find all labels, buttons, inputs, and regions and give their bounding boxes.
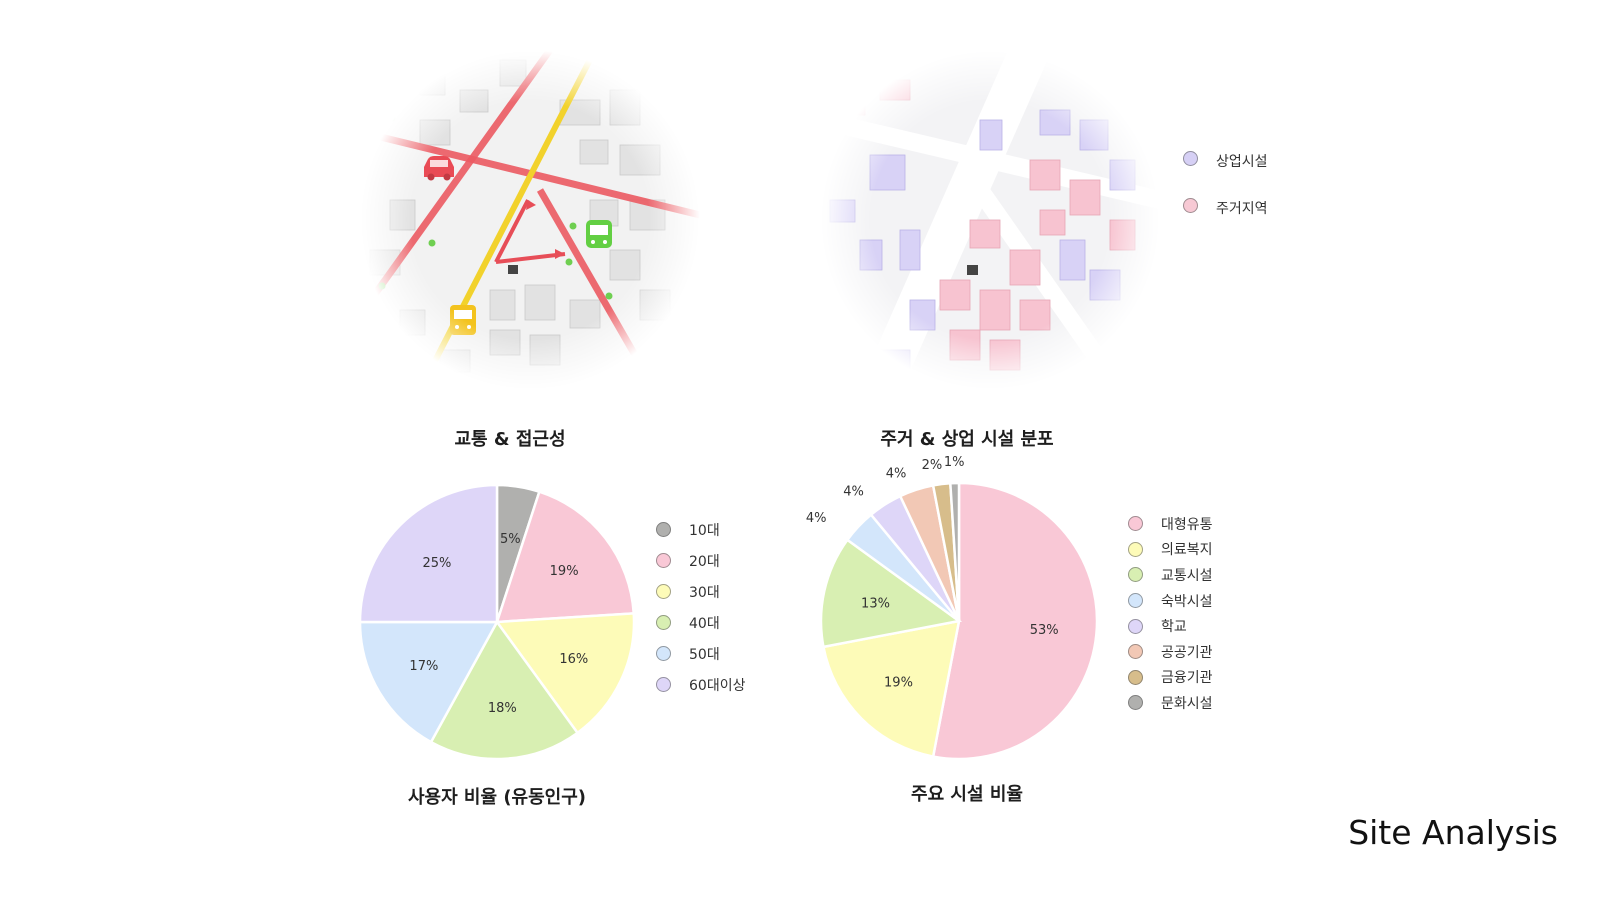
route-arrow-icon: [494, 199, 566, 264]
train-icon: [450, 305, 476, 335]
legend-item-commercial: 상업시설: [1183, 151, 1268, 198]
pie-slice-대형유통: [931, 481, 1099, 761]
car-icon: [424, 156, 454, 181]
pie-data-label: 19%: [550, 564, 579, 579]
pie-chart-users-legend: 10대 20대 30대 40대 50대 60대이상: [656, 514, 745, 700]
pie-data-label: 53%: [1030, 623, 1059, 638]
legend-item: 문화시설: [1128, 690, 1213, 716]
legend-swatch: [1128, 567, 1143, 583]
pie-slice-30대: [494, 612, 636, 735]
legend-swatch: [1183, 151, 1198, 166]
pie-chart-users-title: 사용자 비율 (유동인구): [407, 787, 587, 808]
legend-label: 상업시설: [1216, 154, 1268, 170]
legend-item: 의료복지: [1128, 537, 1213, 563]
legend-swatch: [1128, 669, 1143, 685]
legend-label: 60대이상: [689, 677, 746, 694]
pie-slice-20대: [495, 490, 636, 624]
legend-item-residential: 주거지역: [1183, 198, 1268, 229]
pie-data-label: 4%: [843, 485, 864, 500]
pie-data-label: 1%: [944, 455, 965, 470]
legend-label: 대형유통: [1161, 516, 1213, 533]
legend-swatch: [656, 677, 671, 692]
pie-data-label: 2%: [922, 458, 943, 473]
pie-data-label: 17%: [409, 659, 438, 674]
legend-item: 금융기관: [1128, 665, 1213, 691]
transport-map-caption: 교통 & 접근성: [454, 429, 566, 450]
legend-item: 숙박시설: [1128, 588, 1213, 614]
legend-swatch: [656, 646, 671, 661]
legend-swatch: [1128, 618, 1143, 634]
legend-item: 60대이상: [656, 669, 745, 700]
pie-slice-50대: [358, 620, 500, 744]
pie-chart-facilities: 53% 19% 13% 4% 4% 4% 2% 1%: [806, 455, 1099, 761]
legend-label: 학교: [1161, 619, 1187, 636]
legend-label: 40대: [689, 615, 720, 632]
legend-swatch: [656, 584, 671, 599]
pie-data-label: 4%: [806, 511, 827, 526]
legend-label: 30대: [689, 584, 720, 601]
pie-slice-교통시설: [819, 538, 963, 649]
pie-data-label: 13%: [861, 596, 890, 611]
distribution-map: [820, 50, 1160, 390]
page-title: Site Analysis: [1348, 813, 1558, 852]
legend-item: 20대: [656, 545, 745, 576]
pie-data-label: 19%: [884, 676, 913, 691]
pie-slice-40대: [429, 619, 580, 761]
legend-swatch: [1128, 541, 1143, 557]
legend-label: 숙박시설: [1161, 593, 1213, 610]
pie-slice-문화시설: [949, 481, 961, 622]
legend-swatch: [656, 553, 671, 568]
bus-icon: [586, 220, 612, 248]
pie-data-label: 5%: [500, 532, 521, 547]
legend-swatch: [1128, 593, 1143, 609]
legend-item: 10대: [656, 514, 745, 545]
legend-swatch: [1183, 198, 1198, 213]
legend-swatch: [1128, 695, 1143, 711]
pie-data-label: 16%: [559, 652, 588, 667]
legend-label: 문화시설: [1161, 695, 1213, 712]
pie-data-label: 4%: [886, 466, 907, 481]
legend-label: 교통시설: [1161, 567, 1213, 584]
legend-item: 대형유통: [1128, 511, 1213, 537]
legend-label: 50대: [689, 646, 720, 663]
legend-label: 금융기관: [1161, 670, 1213, 687]
legend-item: 교통시설: [1128, 562, 1213, 588]
legend-item: 학교: [1128, 613, 1213, 639]
legend-swatch: [656, 615, 671, 630]
legend-swatch: [1128, 516, 1143, 532]
legend-item: 40대: [656, 607, 745, 638]
legend-label: 의료복지: [1161, 542, 1213, 559]
legend-item: 공공기관: [1128, 639, 1213, 665]
pie-data-label: 18%: [488, 701, 517, 716]
pie-chart-users: 5% 19% 16% 18% 17% 25%: [358, 483, 636, 761]
distribution-legend: 상업시설 주거지역: [1183, 151, 1268, 229]
legend-label: 공공기관: [1161, 644, 1213, 661]
legend-item: 30대: [656, 576, 745, 607]
pie-chart-facilities-title: 주요 시설 비율: [911, 784, 1023, 805]
distribution-map-caption: 주거 & 상업 시설 분포: [880, 429, 1054, 450]
legend-swatch: [656, 522, 671, 537]
pie-data-label: 25%: [422, 556, 451, 571]
pie-slice-60대이상: [358, 483, 499, 624]
legend-label: 10대: [689, 522, 720, 539]
legend-label: 20대: [689, 553, 720, 570]
legend-item: 50대: [656, 638, 745, 669]
legend-label: 주거지역: [1216, 201, 1268, 217]
transport-map: [360, 50, 700, 390]
pie-slice-의료복지: [821, 619, 961, 759]
legend-swatch: [1128, 644, 1143, 660]
